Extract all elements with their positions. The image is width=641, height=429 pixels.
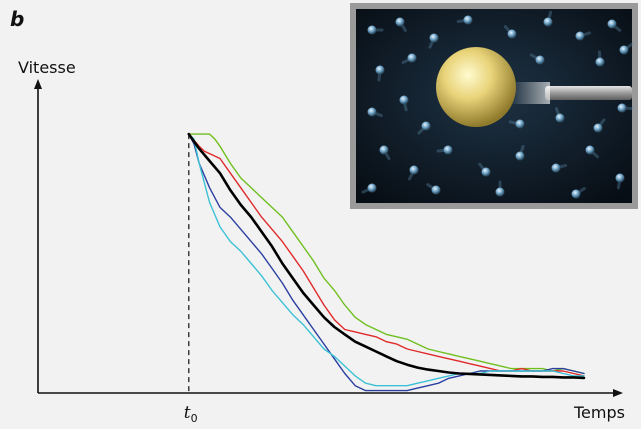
y-axis-label: Vitesse bbox=[18, 58, 76, 77]
axes bbox=[34, 79, 623, 397]
molecule-icon bbox=[443, 145, 453, 155]
x-tick-label-t0-subscript: 0 bbox=[191, 412, 198, 425]
molecule-icon bbox=[551, 163, 561, 173]
series-line-red bbox=[188, 133, 585, 377]
particle-collision-illustration bbox=[350, 3, 638, 209]
panel-label: b bbox=[10, 7, 24, 31]
series-line-green bbox=[188, 133, 585, 375]
sphere-icon bbox=[436, 47, 516, 127]
molecule-icon bbox=[375, 65, 385, 75]
molecule-icon bbox=[585, 145, 595, 155]
molecule-icon bbox=[395, 17, 405, 27]
molecule-icon bbox=[399, 95, 409, 105]
molecule-icon bbox=[367, 107, 377, 117]
molecule-icon bbox=[367, 25, 377, 35]
molecule-icon bbox=[429, 33, 439, 43]
molecule-icon bbox=[515, 151, 525, 161]
series-line-mean bbox=[187, 132, 586, 380]
molecule-icon bbox=[543, 17, 553, 27]
x-axis-label: Temps bbox=[573, 403, 625, 422]
light-glow-icon bbox=[510, 82, 550, 104]
x-tick-label-t0-main: t bbox=[184, 403, 191, 423]
molecule-icon bbox=[367, 183, 377, 193]
molecule-icon bbox=[409, 165, 419, 175]
molecule-icon bbox=[407, 53, 417, 63]
molecule-icon bbox=[431, 185, 441, 195]
molecule-icon bbox=[463, 15, 473, 25]
molecule-icon bbox=[421, 121, 431, 131]
series-line-cyan bbox=[188, 133, 585, 387]
molecule-icon bbox=[507, 29, 517, 39]
molecule-icon bbox=[379, 145, 389, 155]
molecule-icon bbox=[593, 123, 603, 133]
molecule-icon bbox=[575, 31, 585, 41]
molecule-icon bbox=[535, 55, 545, 65]
molecule-icon bbox=[495, 187, 505, 197]
molecule-icon bbox=[619, 45, 629, 55]
molecule-icon bbox=[515, 119, 525, 129]
molecule-icon bbox=[607, 19, 617, 29]
molecule-icon bbox=[571, 189, 581, 199]
molecules bbox=[361, 10, 634, 199]
molecule-icon bbox=[595, 57, 605, 67]
needle-probe-icon bbox=[545, 86, 632, 100]
molecule-icon bbox=[555, 113, 565, 123]
molecule-icon bbox=[481, 167, 491, 177]
molecule-icon bbox=[617, 103, 627, 113]
molecule-icon bbox=[615, 173, 625, 183]
x-tick-label-t0: t0 bbox=[184, 403, 198, 425]
series-layer bbox=[187, 132, 586, 392]
